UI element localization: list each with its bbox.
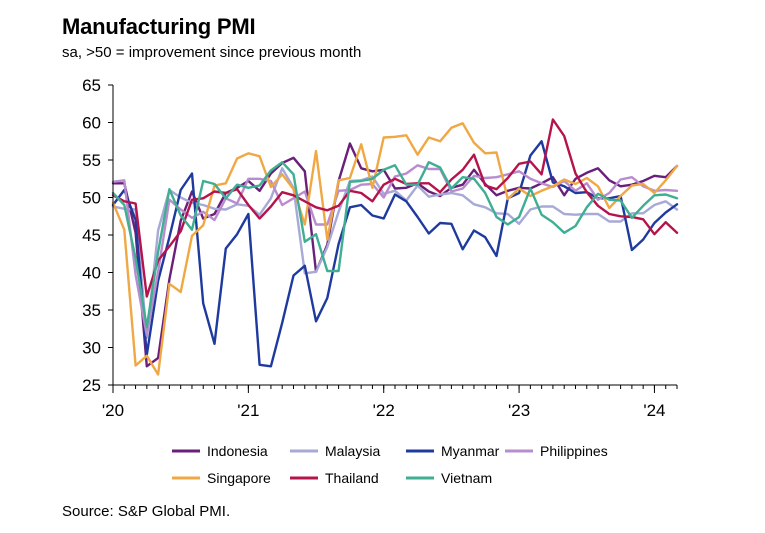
chart-subtitle: sa, >50 = improvement since previous mon…: [62, 44, 362, 61]
y-tick-label: 50: [82, 189, 101, 208]
series-lines: [111, 118, 679, 376]
x-tick-label: '20: [102, 401, 124, 420]
series-line-indonesia: [111, 142, 679, 368]
series-line-singapore: [111, 122, 679, 376]
legend-label-vietnam: Vietnam: [441, 470, 492, 486]
y-tick-label: 55: [82, 151, 101, 170]
chart-title: Manufacturing PMI: [62, 14, 256, 39]
x-tick-label: '22: [373, 401, 395, 420]
y-tick-label: 45: [82, 226, 101, 245]
legend-label-philippines: Philippines: [540, 443, 608, 459]
series-line-myanmar: [111, 140, 679, 368]
y-tick-label: 40: [82, 264, 101, 283]
y-tick-label: 35: [82, 301, 101, 320]
legend-label-malaysia: Malaysia: [325, 443, 380, 459]
legend-label-thailand: Thailand: [325, 470, 379, 486]
series-line-thailand: [111, 118, 679, 298]
series-line-vietnam: [111, 160, 679, 329]
x-tick-label: '21: [237, 401, 259, 420]
y-tick-label: 60: [82, 114, 101, 133]
axes: 25 30 35 40 45 50 55 60 65 '20 '21 '22 '23 '24: [82, 76, 678, 420]
legend: Indonesia Malaysia Myanmar Philippines Singa…: [172, 443, 608, 486]
x-tick-label: '23: [508, 401, 530, 420]
y-tick-label: 65: [82, 76, 101, 95]
source-note: Source: S&P Global PMI.: [62, 503, 231, 520]
legend-label-singapore: Singapore: [207, 470, 271, 486]
x-tick-label: '24: [643, 401, 665, 420]
legend-label-indonesia: Indonesia: [207, 443, 268, 459]
legend-label-myanmar: Myanmar: [441, 443, 500, 459]
y-tick-label: 25: [82, 376, 101, 395]
y-tick-label: 30: [82, 339, 101, 358]
